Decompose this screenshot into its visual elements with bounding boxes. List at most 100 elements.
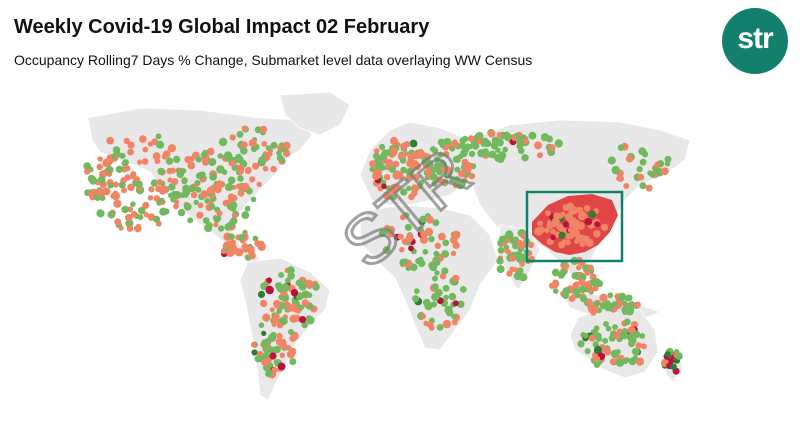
submarket-dot <box>584 217 593 226</box>
submarket-dot <box>431 283 439 291</box>
submarket-dot <box>605 325 612 332</box>
submarket-dot <box>150 179 159 187</box>
submarket-dot <box>459 137 467 145</box>
submarket-dot <box>260 299 268 308</box>
submarket-dot <box>289 314 298 323</box>
submarket-dot <box>276 282 283 288</box>
submarket-dot <box>422 298 431 307</box>
submarket-dot <box>241 211 250 220</box>
submarket-dot <box>434 259 441 266</box>
submarket-dot <box>449 176 455 183</box>
submarket-dot <box>552 281 559 289</box>
submarket-dot <box>244 168 251 175</box>
submarket-dot <box>248 252 256 260</box>
submarket-dot <box>262 313 271 322</box>
submarket-dot <box>126 225 134 232</box>
submarket-dot <box>574 281 580 287</box>
submarket-dot <box>403 151 409 157</box>
submarket-dot <box>611 165 620 175</box>
submarket-dot <box>628 340 635 348</box>
submarket-dot <box>261 141 268 147</box>
submarket-dot <box>127 148 134 156</box>
submarket-dot <box>427 321 434 329</box>
submarket-dot <box>236 155 244 164</box>
submarket-dot <box>238 234 246 241</box>
submarket-dot <box>273 312 280 319</box>
submarket-dot <box>550 234 556 241</box>
submarket-dot <box>562 221 570 228</box>
submarket-dot <box>503 133 513 142</box>
submarket-dot <box>557 241 566 249</box>
submarket-dot <box>125 219 134 228</box>
submarket-dot <box>632 330 641 339</box>
submarket-dot <box>615 358 625 367</box>
submarket-dot <box>256 181 262 187</box>
submarket-dot <box>138 206 146 215</box>
submarket-dot <box>228 233 235 240</box>
submarket-dot <box>221 169 228 175</box>
submarket-dot <box>278 272 285 278</box>
submarket-dot <box>487 129 496 138</box>
submarket-dot <box>133 176 141 183</box>
submarket-dot <box>213 222 219 228</box>
submarket-dot <box>600 223 609 231</box>
submarket-dot <box>456 182 464 190</box>
submarket-dot <box>544 227 550 234</box>
submarket-dot <box>408 193 415 201</box>
submarket-dot <box>216 210 223 217</box>
submarket-dot <box>177 208 186 217</box>
submarket-dot <box>170 197 176 203</box>
submarket-dot <box>389 186 398 195</box>
submarket-dot <box>181 177 188 184</box>
submarket-dot <box>273 345 281 354</box>
submarket-dot <box>225 183 234 191</box>
submarket-dot <box>607 156 616 165</box>
submarket-dot <box>383 192 391 199</box>
submarket-dot <box>397 233 404 240</box>
submarket-dot <box>400 157 407 164</box>
submarket-dot <box>653 166 659 172</box>
submarket-dot <box>622 358 628 365</box>
submarket-dot <box>153 215 160 223</box>
submarket-dot <box>473 134 480 140</box>
submarket-dot <box>88 191 94 198</box>
submarket-dot <box>289 358 297 366</box>
submarket-dot <box>442 150 450 158</box>
submarket-dot <box>528 241 535 248</box>
submarket-dot <box>127 206 133 213</box>
submarket-dot <box>259 125 268 133</box>
submarket-dot <box>307 303 314 310</box>
submarket-dot <box>265 145 272 152</box>
submarket-dot <box>113 199 122 208</box>
submarket-dot <box>277 144 283 151</box>
submarket-dot <box>640 343 647 350</box>
submarket-dot <box>118 225 124 231</box>
submarket-dot <box>381 183 387 189</box>
submarket-dot <box>182 187 191 196</box>
submarket-dot <box>438 232 446 241</box>
submarket-dot <box>252 235 259 242</box>
submarket-dot <box>622 308 629 316</box>
submarket-dot <box>458 170 466 178</box>
submarket-dot <box>488 150 497 159</box>
submarket-dot <box>513 272 522 281</box>
submarket-dot <box>552 288 559 294</box>
submarket-dot <box>636 165 643 173</box>
submarket-dot <box>265 285 274 295</box>
submarket-dot <box>269 307 275 313</box>
submarket-dot <box>625 154 634 163</box>
submarket-dot <box>558 231 566 239</box>
submarket-dot <box>184 156 192 164</box>
submarket-dot <box>560 211 566 217</box>
watermark-text: STR <box>328 150 485 280</box>
submarket-dot <box>496 155 505 163</box>
logo-text: str <box>737 22 773 55</box>
submarket-dot <box>399 247 405 253</box>
submarket-dot <box>442 239 450 247</box>
submarket-dot <box>635 357 645 366</box>
map-subtitle: Occupancy Rolling7 Days % Change, Submar… <box>14 52 533 68</box>
submarket-dot <box>187 217 194 224</box>
submarket-dot <box>419 215 427 223</box>
submarket-dot <box>215 180 224 189</box>
